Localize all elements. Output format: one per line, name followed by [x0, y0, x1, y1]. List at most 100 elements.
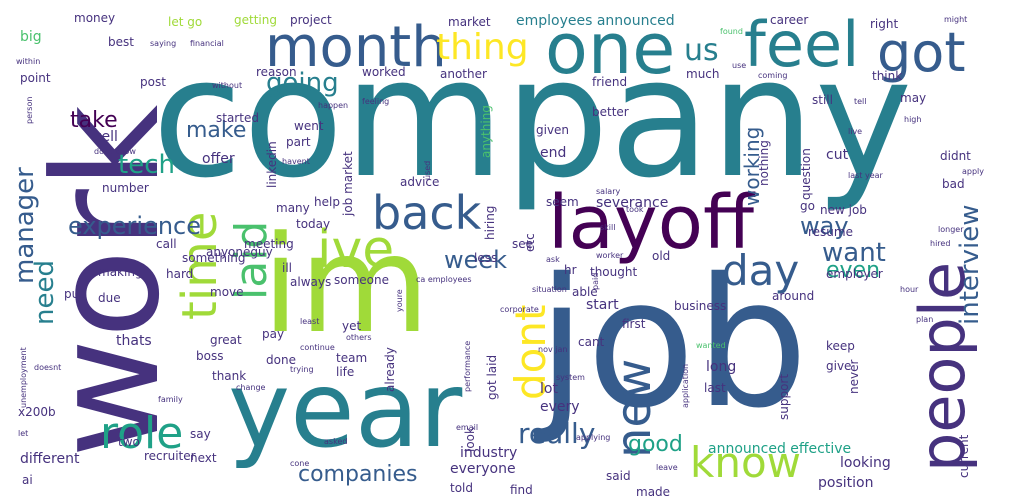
word: job market [341, 151, 355, 216]
word: week [444, 246, 508, 274]
word: ive [317, 220, 395, 280]
word: us [684, 33, 719, 68]
word: back [372, 186, 482, 240]
word: started [216, 111, 259, 125]
word: project [290, 13, 332, 27]
word: didnt [940, 149, 971, 163]
word: really [518, 417, 596, 450]
word: way [800, 212, 849, 240]
word: trying [290, 365, 314, 374]
word: different [20, 451, 80, 467]
word: less [474, 251, 498, 265]
word: cut [826, 147, 849, 163]
word: youre [395, 289, 404, 312]
word: question [799, 148, 813, 200]
word: interview [955, 204, 985, 325]
word: longer [938, 225, 964, 234]
word: meeting [244, 237, 294, 251]
word: ill [282, 261, 293, 275]
word: doesnt [34, 363, 62, 372]
word: x200b [18, 405, 56, 419]
word: hr [564, 263, 577, 277]
word: may [900, 91, 927, 105]
word: year [228, 349, 463, 471]
word: advice [400, 175, 440, 189]
word: corporate [500, 305, 539, 314]
word: tech [118, 150, 175, 180]
word: able [572, 285, 598, 299]
word: severance [596, 195, 669, 211]
word: ca employees [416, 275, 472, 284]
word: much [686, 67, 720, 81]
word: asked [324, 437, 348, 446]
word: nothing [757, 140, 771, 186]
word: say [190, 427, 211, 441]
word: given [536, 123, 570, 137]
word: live [848, 127, 863, 136]
word: something [182, 251, 246, 265]
word: old [652, 249, 671, 263]
word: help [314, 195, 340, 209]
word: put [64, 287, 84, 301]
word: plan [916, 315, 934, 324]
word: keep [826, 339, 855, 353]
word: think [872, 69, 903, 83]
word: better [592, 105, 629, 119]
word: experience [68, 212, 202, 240]
word: make [186, 118, 247, 143]
word: well [90, 129, 118, 145]
word: family [158, 395, 183, 404]
word: bad [942, 177, 965, 191]
word: said [606, 469, 631, 483]
word: team [336, 351, 368, 365]
word: paid [591, 272, 600, 290]
word: skill [600, 223, 616, 232]
word: end [540, 145, 567, 161]
word: system [556, 373, 585, 382]
word: everyone [450, 461, 516, 477]
word: need [30, 260, 60, 325]
word: next [190, 451, 217, 465]
word: hired [930, 239, 951, 248]
word: high [904, 115, 922, 124]
word: great [210, 333, 242, 347]
word: part [286, 135, 311, 149]
word: long [706, 359, 737, 375]
word: companies [298, 462, 418, 487]
word: thing [436, 27, 529, 68]
word: least [300, 317, 320, 326]
word: company [152, 22, 913, 214]
word: let go [168, 15, 203, 29]
word: financial [190, 39, 224, 48]
word: even [826, 258, 881, 283]
word: feeling [362, 97, 390, 106]
word: hard [166, 267, 194, 281]
word: another [440, 67, 487, 81]
word: im [262, 207, 430, 363]
word: performance [463, 340, 472, 392]
word: give [826, 359, 852, 373]
word: announced effective [708, 441, 852, 457]
word: thats [116, 333, 152, 349]
word: took [626, 205, 644, 214]
word: day [722, 246, 800, 295]
word: today [296, 217, 331, 231]
word: employees announced [516, 13, 675, 29]
word: cone [290, 459, 310, 468]
word: making [98, 265, 143, 279]
word: use [732, 61, 747, 70]
word: resume [808, 225, 853, 239]
word: move [210, 285, 244, 299]
word: apply [962, 167, 985, 176]
word: told [450, 481, 473, 495]
word: saying [150, 39, 177, 48]
word: two [118, 435, 140, 449]
word: boss [196, 349, 224, 363]
word: last year [848, 171, 883, 180]
word: might [944, 15, 968, 24]
word: current [957, 434, 971, 478]
word: without [212, 81, 243, 90]
word: reason [256, 65, 297, 79]
word: go [800, 199, 815, 213]
